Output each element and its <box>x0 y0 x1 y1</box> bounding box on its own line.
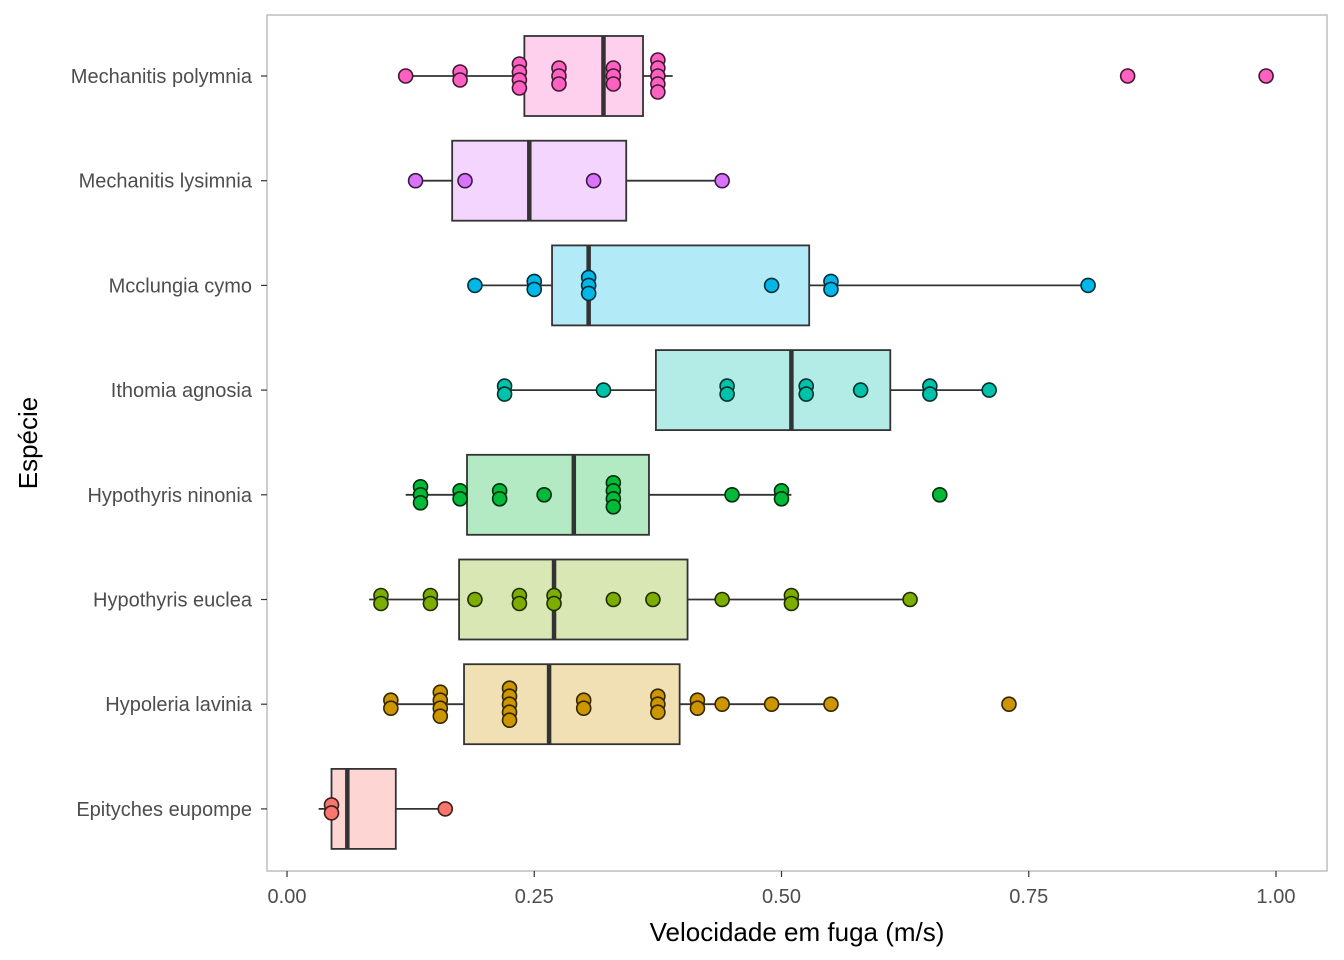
data-point <box>452 490 468 507</box>
data-point <box>902 591 918 608</box>
x-tick-label: 0.75 <box>1009 886 1048 908</box>
y-tick-label: Epityches eupompe <box>76 799 252 821</box>
data-point <box>585 172 602 189</box>
data-point <box>763 277 780 294</box>
data-point <box>467 277 483 294</box>
box-group <box>318 768 446 850</box>
data-point <box>323 805 340 821</box>
boxes-layer <box>318 35 1089 850</box>
box-iqr <box>463 663 681 746</box>
plot-panel-border <box>266 14 1328 872</box>
y-tick-label: Hypothyris euclea <box>93 590 253 612</box>
x-axis: 0.00 0.25 0.50 0.75 1.00 <box>268 871 1296 908</box>
data-point <box>714 172 730 189</box>
box-iqr <box>523 35 644 117</box>
data-point <box>437 801 454 817</box>
box-group <box>504 349 990 432</box>
data-point <box>526 281 543 298</box>
data-point <box>551 76 567 92</box>
x-axis-title: Velocidade em fuga (m/s) <box>650 917 945 947</box>
data-point <box>650 704 666 721</box>
data-point <box>650 84 666 100</box>
data-point <box>491 490 508 507</box>
data-point <box>407 172 424 189</box>
data-point <box>922 386 938 402</box>
data-point <box>689 700 706 717</box>
data-point <box>467 591 483 608</box>
data-point <box>432 708 449 725</box>
data-point <box>422 595 439 612</box>
data-point <box>1001 696 1017 713</box>
data-point <box>546 595 562 612</box>
data-point <box>383 700 399 717</box>
data-point <box>373 595 389 612</box>
data-point <box>575 700 592 717</box>
data-point <box>714 696 730 713</box>
data-point <box>511 80 528 96</box>
data-point <box>595 382 612 398</box>
data-point <box>452 72 468 88</box>
data-point <box>501 712 518 729</box>
data-point <box>981 382 997 398</box>
x-tick-label: 0.25 <box>515 886 554 908</box>
data-point <box>511 595 528 612</box>
data-point <box>719 386 735 402</box>
data-point <box>1119 68 1136 84</box>
data-point <box>412 494 429 511</box>
data-point <box>536 486 552 503</box>
points-layer <box>323 52 1274 821</box>
data-point <box>823 696 839 713</box>
box-iqr <box>654 349 892 432</box>
y-tick-label: Mechanitis polymnia <box>71 66 253 88</box>
data-point <box>645 591 661 608</box>
data-point <box>457 172 473 189</box>
y-tick-label: Ithomia agnosia <box>111 380 253 402</box>
data-point <box>724 486 740 503</box>
data-point <box>931 486 948 503</box>
data-point <box>605 591 622 608</box>
y-tick-label: Hypothyris ninonia <box>87 485 252 507</box>
data-point <box>580 285 597 302</box>
y-tick-label: Mechanitis lysimnia <box>79 171 253 193</box>
data-point <box>852 382 869 398</box>
data-point <box>605 498 622 515</box>
x-tick-label: 1.00 <box>1257 886 1296 908</box>
x-tick-label: 0.50 <box>762 886 801 908</box>
data-point <box>605 76 622 92</box>
data-point <box>1080 277 1096 294</box>
box-iqr <box>330 768 397 850</box>
data-point <box>823 281 839 298</box>
y-tick-label: Hypoleria lavinia <box>105 694 253 716</box>
x-tick-label: 0.00 <box>268 886 307 908</box>
data-point <box>714 591 730 608</box>
data-point <box>496 386 513 402</box>
y-axis-title: Espécie <box>13 397 43 490</box>
box-group <box>390 663 831 746</box>
y-axis: Mechanitis polymnia Mechanitis lysimnia Mc… <box>71 66 267 821</box>
data-point <box>798 386 815 402</box>
data-point <box>763 696 780 713</box>
data-point <box>773 490 790 507</box>
data-point <box>397 68 414 84</box>
y-tick-label: Mcclungia cymo <box>109 275 252 297</box>
data-point <box>1258 68 1274 84</box>
data-point <box>783 595 800 612</box>
